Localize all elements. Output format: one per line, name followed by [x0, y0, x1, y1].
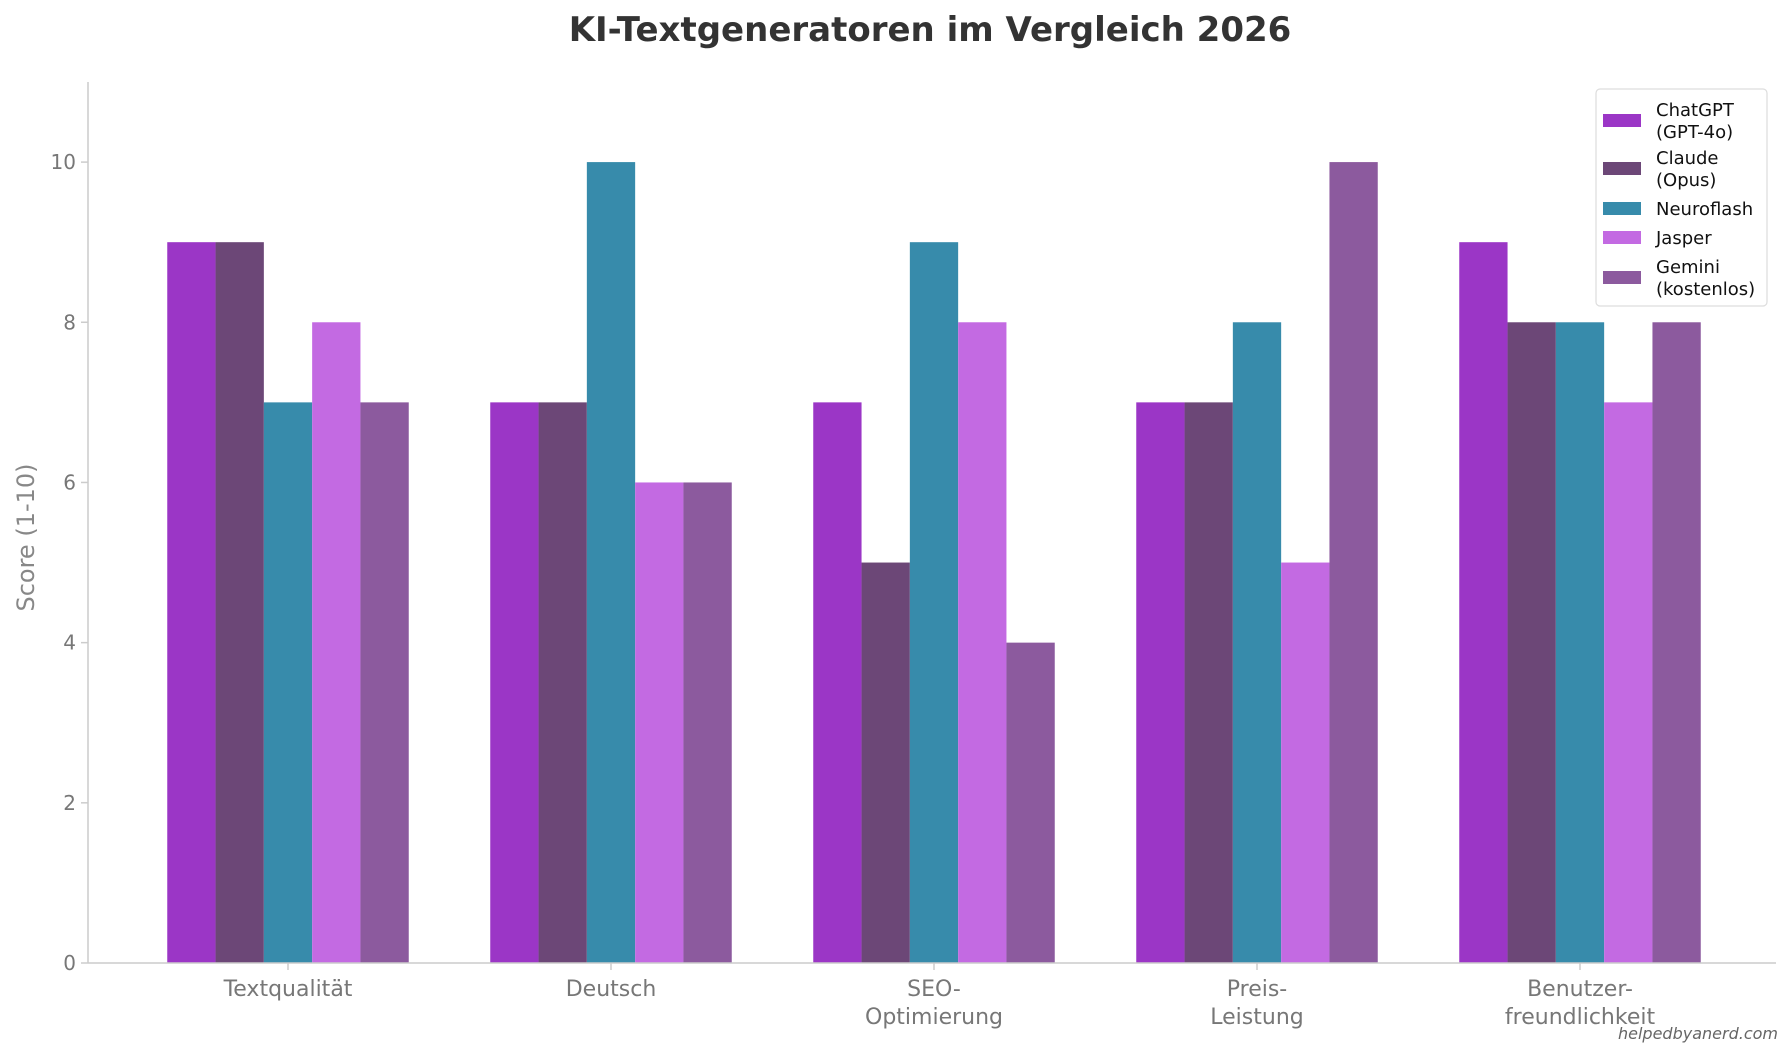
bar-chatgpt-4	[1136, 402, 1185, 963]
y-tick-label: 6	[63, 470, 76, 494]
legend-swatch-gemini	[1603, 271, 1641, 284]
bar-claude-3	[861, 562, 910, 963]
bar-neuroflash-4	[1232, 322, 1282, 964]
y-tick-label: 2	[63, 791, 76, 815]
bar-gemini-4	[1329, 162, 1378, 963]
x-tick-label: freundlichkeit	[1505, 1005, 1656, 1030]
y-tick-label: 8	[63, 310, 76, 334]
legend-swatch-neuroflash	[1603, 202, 1641, 215]
y-ticks: 0 2 4 6 8 10	[51, 150, 88, 975]
legend-label: Gemini	[1656, 257, 1720, 278]
bar-gemini-1	[360, 402, 409, 963]
bars-group	[167, 162, 1701, 964]
legend-label: Claude	[1656, 148, 1719, 169]
x-tick-label: Optimierung	[865, 1005, 1003, 1030]
bar-claude-2	[538, 402, 587, 963]
legend-label: (kostenlos)	[1656, 279, 1755, 300]
bar-neuroflash-2	[586, 162, 636, 963]
y-tick-label: 0	[63, 951, 76, 975]
x-tick-labels: Textqualität Deutsch SEO- Optimierung Preis-…	[223, 963, 1656, 1030]
bar-chatgpt-2	[490, 402, 539, 963]
bar-gemini-3	[1006, 642, 1055, 963]
chart-title: KI-Textgeneratoren im Vergleich 2026	[569, 10, 1292, 50]
legend: ChatGPT(GPT-4o) Claude(Opus) Neuroflash Jas…	[1595, 88, 1768, 307]
bar-chatgpt-1	[167, 242, 216, 963]
bar-neuroflash-3	[909, 242, 959, 963]
legend-label: Neuroflash	[1656, 199, 1753, 220]
bar-chatgpt-3	[813, 402, 862, 963]
bar-claude-4	[1184, 402, 1233, 963]
bar-jasper-4	[1281, 562, 1330, 963]
bar-jasper-5	[1604, 402, 1653, 963]
legend-box	[1595, 88, 1768, 307]
bar-neuroflash-5	[1555, 322, 1605, 964]
legend-label: Jasper	[1655, 228, 1712, 249]
legend-label: ChatGPT	[1656, 100, 1735, 121]
x-tick-label: Leistung	[1210, 1005, 1303, 1030]
x-tick-label: SEO-	[907, 977, 961, 1002]
y-axis-title: Score (1-10)	[12, 463, 40, 611]
legend-swatch-claude	[1603, 162, 1641, 175]
bar-neuroflash-1	[263, 402, 313, 963]
y-tick-label: 10	[51, 150, 76, 174]
legend-swatch-chatgpt	[1603, 114, 1641, 127]
legend-label: (Opus)	[1656, 170, 1716, 191]
bar-jasper-3	[958, 322, 1007, 964]
x-tick-label: Deutsch	[566, 977, 657, 1002]
bar-gemini-2	[683, 482, 732, 963]
watermark: helpedbyanerd.com	[1618, 1024, 1778, 1043]
bar-chatgpt-5	[1459, 242, 1508, 963]
legend-label: (GPT-4o)	[1656, 122, 1733, 143]
bar-jasper-2	[635, 482, 684, 963]
x-tick-label: Textqualität	[223, 977, 353, 1002]
y-tick-label: 4	[63, 631, 76, 655]
bar-gemini-5	[1652, 322, 1701, 964]
legend-swatch-jasper	[1603, 231, 1641, 244]
x-tick-label: Preis-	[1227, 977, 1288, 1002]
bar-claude-5	[1507, 322, 1556, 964]
bar-claude-1	[215, 242, 264, 963]
x-tick-label: Benutzer-	[1527, 977, 1633, 1002]
bar-jasper-1	[312, 322, 361, 964]
